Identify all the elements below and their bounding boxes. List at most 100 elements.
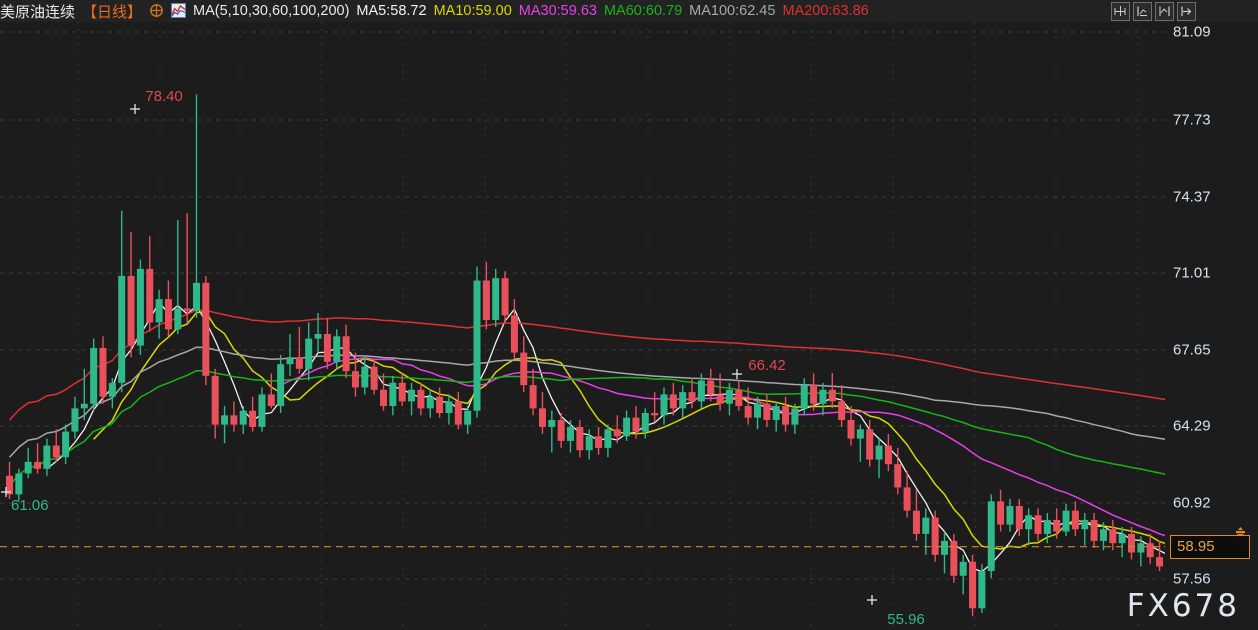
last-price-badge[interactable]: 58.95 — [1170, 526, 1250, 559]
candle — [361, 366, 369, 388]
price-tick-3: 71.01 — [1173, 264, 1211, 282]
candle — [1081, 519, 1089, 530]
align-right-icon[interactable] — [1155, 2, 1174, 21]
candle — [155, 299, 163, 323]
price-tick-5: 64.29 — [1173, 417, 1211, 435]
candle — [707, 380, 715, 395]
candle — [697, 380, 705, 402]
candle — [62, 431, 70, 458]
candle — [239, 410, 247, 425]
candle — [1137, 543, 1145, 553]
fit-chart-icon[interactable] — [1111, 2, 1130, 21]
candle — [1043, 519, 1051, 534]
candle — [510, 315, 518, 353]
candle — [202, 282, 210, 376]
candle — [1090, 519, 1098, 541]
candle — [24, 461, 32, 474]
candle — [903, 487, 911, 511]
candle — [174, 308, 182, 330]
candle — [426, 396, 434, 409]
candle — [1118, 533, 1126, 544]
price-tick-2: 74.37 — [1173, 188, 1211, 206]
candle — [782, 406, 790, 425]
candle — [538, 408, 546, 427]
chart-toolbar — [1111, 2, 1196, 21]
candle — [1146, 543, 1154, 558]
candle — [595, 436, 603, 448]
candle — [922, 517, 930, 534]
candle — [641, 413, 649, 432]
candle — [295, 357, 303, 369]
candle — [380, 389, 387, 407]
candlestick-canvas[interactable] — [0, 22, 1165, 630]
price-tick-1: 77.73 — [1173, 111, 1211, 129]
candle — [1034, 515, 1042, 534]
ma60-value: MA60:60.79 — [603, 3, 683, 19]
ma5-value: MA5:58.72 — [356, 3, 427, 19]
candle — [108, 382, 116, 397]
candle — [576, 426, 584, 451]
candle — [585, 436, 593, 451]
align-left-icon[interactable] — [1133, 2, 1152, 21]
candle — [548, 419, 556, 427]
candle — [183, 308, 191, 311]
candle — [1053, 519, 1061, 532]
candle — [866, 429, 874, 460]
price-chart-plot[interactable]: 78.40 66.42 61.06 55.96 — [0, 22, 1165, 630]
candle — [417, 389, 425, 409]
candle — [1071, 510, 1079, 530]
candle — [838, 401, 846, 420]
candle — [660, 394, 668, 416]
ma-indicator-icon[interactable] — [171, 3, 187, 19]
candle — [875, 445, 883, 460]
candle — [99, 347, 107, 397]
candle — [744, 406, 752, 418]
price-tick-6: 60.92 — [1173, 494, 1211, 512]
candle — [613, 429, 621, 437]
candle — [389, 382, 397, 407]
candle — [277, 364, 285, 407]
watermark: FX678 — [1126, 588, 1240, 624]
candle — [221, 415, 229, 425]
price-alert-icon[interactable] — [1234, 526, 1247, 538]
candle — [90, 347, 98, 404]
candle — [567, 426, 574, 441]
candle — [716, 394, 724, 404]
ma200-value: MA200:63.86 — [782, 3, 869, 19]
candle — [810, 385, 818, 404]
price-tick-4: 67.65 — [1173, 341, 1211, 359]
candle — [969, 561, 977, 609]
candle — [193, 282, 200, 311]
mid-label: 66.42 — [748, 357, 786, 374]
candle — [791, 408, 799, 425]
candle — [819, 389, 827, 404]
crosshair-circle-icon[interactable] — [149, 3, 164, 19]
candle — [1006, 506, 1014, 525]
candle — [314, 333, 322, 339]
ma10-value: MA10:59.00 — [433, 3, 512, 19]
candle — [623, 417, 631, 437]
symbol-label: 美原油连续 — [0, 3, 76, 21]
candle — [445, 401, 453, 414]
ma-line-MA30 — [280, 357, 1165, 537]
price-tick-0: 81.09 — [1173, 23, 1211, 41]
candle — [43, 445, 51, 469]
candle — [211, 375, 219, 425]
candle — [351, 371, 359, 388]
candle — [408, 389, 416, 402]
candle — [1156, 557, 1164, 567]
candle — [941, 540, 948, 555]
candles — [6, 94, 1164, 617]
candle — [725, 389, 733, 404]
scroll-to-end-icon[interactable] — [1177, 2, 1196, 21]
candle — [931, 517, 939, 555]
candle — [1062, 510, 1070, 532]
price-axis[interactable]: 81.09 77.73 74.37 71.01 67.65 64.29 60.92 57.56… — [1165, 22, 1258, 630]
candle — [735, 389, 743, 407]
high-label: 78.40 — [145, 88, 183, 105]
candle — [305, 338, 313, 369]
candle — [71, 408, 79, 432]
candle — [398, 382, 406, 402]
candle — [894, 464, 902, 488]
